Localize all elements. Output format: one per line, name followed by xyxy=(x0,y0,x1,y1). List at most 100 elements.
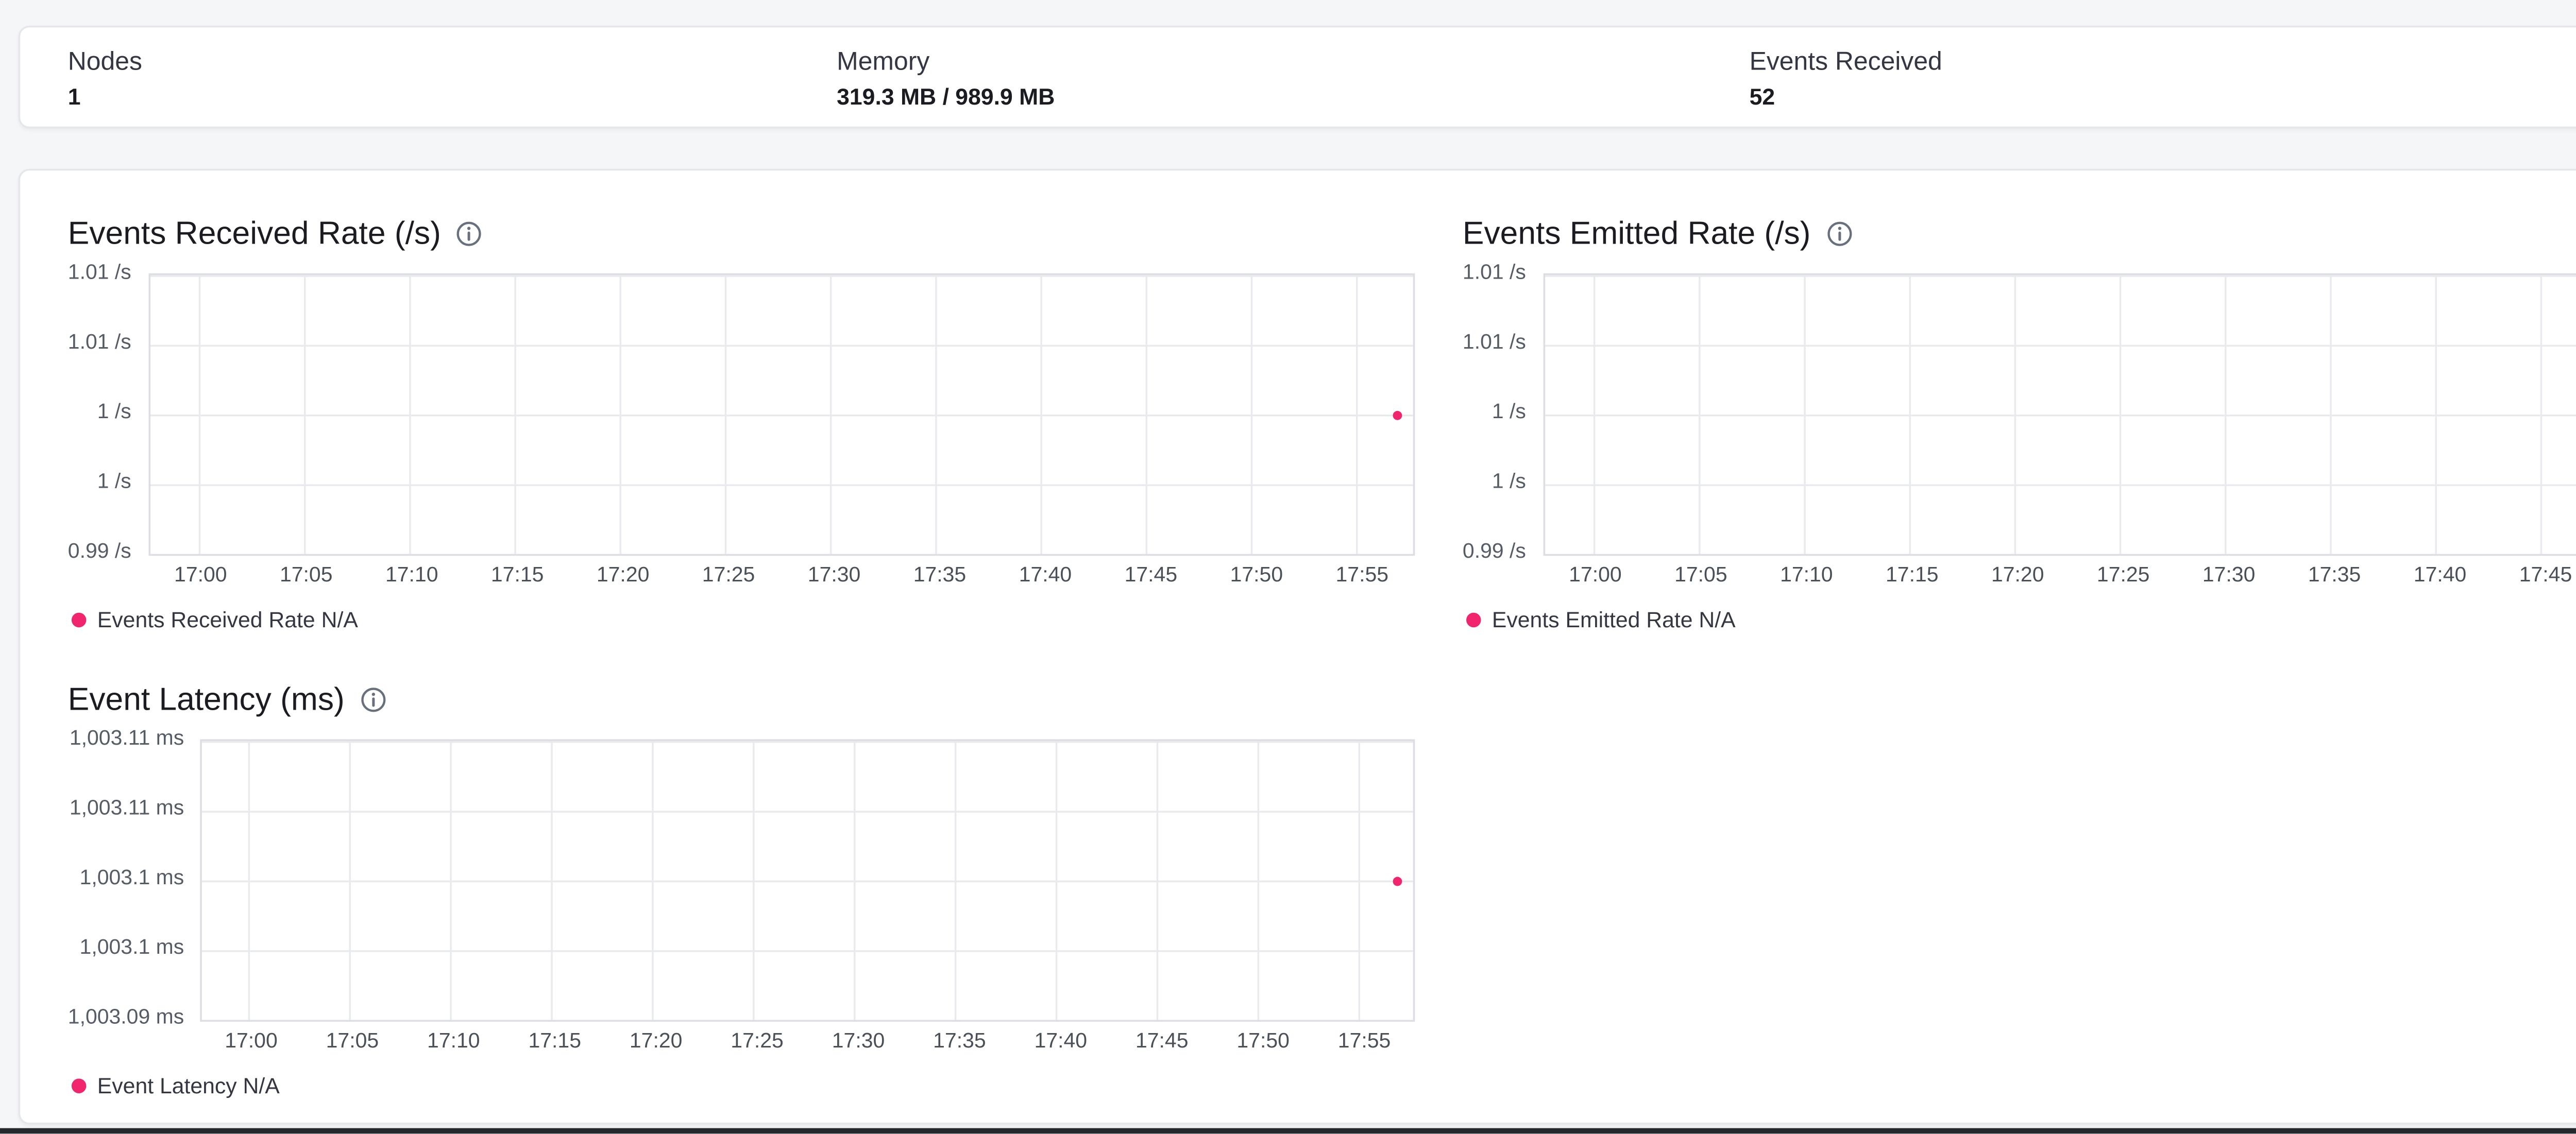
x-axis-tick: 17:15 xyxy=(490,565,544,587)
stat-label: Memory xyxy=(837,46,930,76)
y-axis-tick: 1.01 /s xyxy=(1462,262,1526,285)
stat-value: 319.3 MB / 989.9 MB xyxy=(837,84,1055,110)
chart-title: Events Received Rate (/s) xyxy=(67,214,441,251)
legend-marker-dot xyxy=(1466,612,1481,628)
stat-label: Nodes xyxy=(67,46,142,76)
y-axis-tick: 1,003.1 ms xyxy=(79,867,184,890)
y-axis-tick: 1.01 /s xyxy=(67,262,131,285)
info-icon[interactable] xyxy=(1825,219,1853,247)
plot-column: 17:00 17:05 17:10 17:15 17:20 xyxy=(1542,273,2576,593)
legend-label: Events Emitted Rate N/A xyxy=(1492,607,1736,633)
chart-header: Event Latency (ms) xyxy=(68,677,1415,720)
info-icon[interactable] xyxy=(359,685,386,712)
x-axis-tick: 17:40 xyxy=(2413,565,2467,587)
chart: Events Emitted Rate (/s) xyxy=(1463,211,2576,633)
x-axis: 17:00 17:05 17:10 17:15 17:20 xyxy=(200,1029,1415,1058)
y-axis-tick: 1,003.11 ms xyxy=(69,728,184,750)
x-axis-tick: 17:00 xyxy=(174,565,227,587)
x-axis-tick: 17:05 xyxy=(326,1030,379,1053)
x-axis-tick: 17:45 xyxy=(1124,565,1178,587)
x-axis-tick: 17:25 xyxy=(731,1030,784,1053)
y-axis-tick: 0.99 /s xyxy=(67,541,131,563)
chart-header: Events Received Rate (/s) xyxy=(68,211,1415,255)
chart: Event Latency (ms) xyxy=(68,677,1415,1099)
x-axis-tick: 17:15 xyxy=(528,1030,581,1053)
x-axis-tick: 17:30 xyxy=(832,1030,885,1053)
legend: Events Received Rate N/A xyxy=(68,607,1415,633)
info-icon[interactable] xyxy=(455,219,483,247)
x-axis-tick: 17:45 xyxy=(1135,1030,1189,1053)
chart-plot-area[interactable] xyxy=(200,739,1415,1022)
legend-marker-dot xyxy=(71,612,87,628)
x-axis-tick: 17:20 xyxy=(596,565,650,587)
y-axis: 1,003.11 ms 1,003.11 ms 1,003.1 ms 1,003… xyxy=(68,728,201,1029)
chart-title: Event Latency (ms) xyxy=(67,680,345,717)
plot-column: 17:00 17:05 17:10 17:15 17:20 xyxy=(200,739,1415,1058)
x-axis-tick: 17:15 xyxy=(1886,565,1939,587)
x-axis: 17:00 17:05 17:10 17:15 17:20 xyxy=(1543,563,2576,593)
stat-item: Events Received 52 xyxy=(1750,44,1942,113)
x-axis-tick: 17:00 xyxy=(1569,565,1622,587)
charts-panel: Events Received Rate (/s) xyxy=(18,168,2576,1125)
y-axis-tick: 1 /s xyxy=(1492,402,1526,424)
x-axis-tick: 17:40 xyxy=(1019,565,1072,587)
x-axis-tick: 17:45 xyxy=(2519,565,2572,587)
legend-label: Events Received Rate N/A xyxy=(97,607,358,633)
x-axis-tick: 17:55 xyxy=(1335,565,1389,587)
charts-grid: Events Received Rate (/s) xyxy=(20,170,2576,1117)
y-axis: 1.01 /s 1.01 /s 1 /s 1 /s 0.99 /s xyxy=(68,262,148,563)
x-axis-tick: 17:05 xyxy=(1674,565,1727,587)
data-point xyxy=(1393,410,1402,419)
plot-column: 17:00 17:05 17:10 17:15 17:20 xyxy=(147,273,1415,593)
stat-value: 1 xyxy=(67,84,81,110)
y-axis-tick: 0.99 /s xyxy=(1462,541,1526,563)
stat-value: 52 xyxy=(1749,84,1775,110)
y-axis-tick: 1,003.11 ms xyxy=(69,798,184,820)
data-point xyxy=(1393,875,1402,885)
x-axis-tick: 17:35 xyxy=(913,565,967,587)
y-axis-tick: 1 /s xyxy=(97,402,131,424)
x-axis-tick: 17:10 xyxy=(385,565,438,587)
legend-label: Event Latency N/A xyxy=(97,1073,280,1099)
legend: Event Latency N/A xyxy=(68,1073,1415,1099)
chart-body: 1,003.11 ms 1,003.11 ms 1,003.1 ms 1,003… xyxy=(68,728,1415,1058)
bottom-edge-divider xyxy=(0,1128,2576,1134)
chart-body: 1.01 /s 1.01 /s 1 /s 1 /s 0.99 /s xyxy=(68,262,1415,593)
x-axis-tick: 17:25 xyxy=(2096,565,2150,587)
legend-marker-dot xyxy=(71,1078,87,1093)
y-axis-tick: 1 /s xyxy=(1492,471,1526,494)
x-axis-tick: 17:50 xyxy=(1236,1030,1290,1053)
stats-bar: Nodes 1 Memory 319.3 MB / 989.9 MB Event… xyxy=(18,25,2576,129)
stat-item: Nodes 1 xyxy=(68,44,142,113)
x-axis: 17:00 17:05 17:10 17:15 17:20 xyxy=(148,563,1415,593)
x-axis-tick: 17:30 xyxy=(2202,565,2256,587)
y-axis-tick: 1 /s xyxy=(97,471,131,494)
x-axis-tick: 17:35 xyxy=(2308,565,2361,587)
x-axis-tick: 17:10 xyxy=(1780,565,1833,587)
chart: Events Received Rate (/s) xyxy=(68,211,1415,633)
legend: Events Emitted Rate N/A xyxy=(1463,607,2576,633)
y-axis-tick: 1,003.09 ms xyxy=(67,1007,184,1029)
y-axis-tick: 1.01 /s xyxy=(1462,332,1526,354)
y-axis-tick: 1,003.1 ms xyxy=(79,937,184,959)
x-axis-tick: 17:20 xyxy=(629,1030,683,1053)
x-axis-tick: 17:05 xyxy=(279,565,333,587)
x-axis-tick: 17:35 xyxy=(933,1030,986,1053)
chart-title: Events Emitted Rate (/s) xyxy=(1462,214,1811,251)
y-axis: 1.01 /s 1.01 /s 1 /s 1 /s 0.99 /s xyxy=(1463,262,1543,563)
x-axis-tick: 17:50 xyxy=(1230,565,1283,587)
x-axis-tick: 17:25 xyxy=(702,565,755,587)
x-axis-tick: 17:00 xyxy=(225,1030,278,1053)
x-axis-tick: 17:10 xyxy=(427,1030,480,1053)
x-axis-tick: 17:20 xyxy=(1991,565,2044,587)
x-axis-tick: 17:40 xyxy=(1034,1030,1088,1053)
y-axis-tick: 1.01 /s xyxy=(67,332,131,354)
stat-item: Memory 319.3 MB / 989.9 MB xyxy=(837,44,1055,113)
x-axis-tick: 17:30 xyxy=(807,565,861,587)
x-axis-tick: 17:55 xyxy=(1337,1030,1391,1053)
chart-body: 1.01 /s 1.01 /s 1 /s 1 /s 0.99 /s xyxy=(1463,262,2576,593)
chart-plot-area[interactable] xyxy=(1542,273,2576,556)
chart-plot-area[interactable] xyxy=(147,273,1415,556)
chart-header: Events Emitted Rate (/s) xyxy=(1463,211,2576,255)
